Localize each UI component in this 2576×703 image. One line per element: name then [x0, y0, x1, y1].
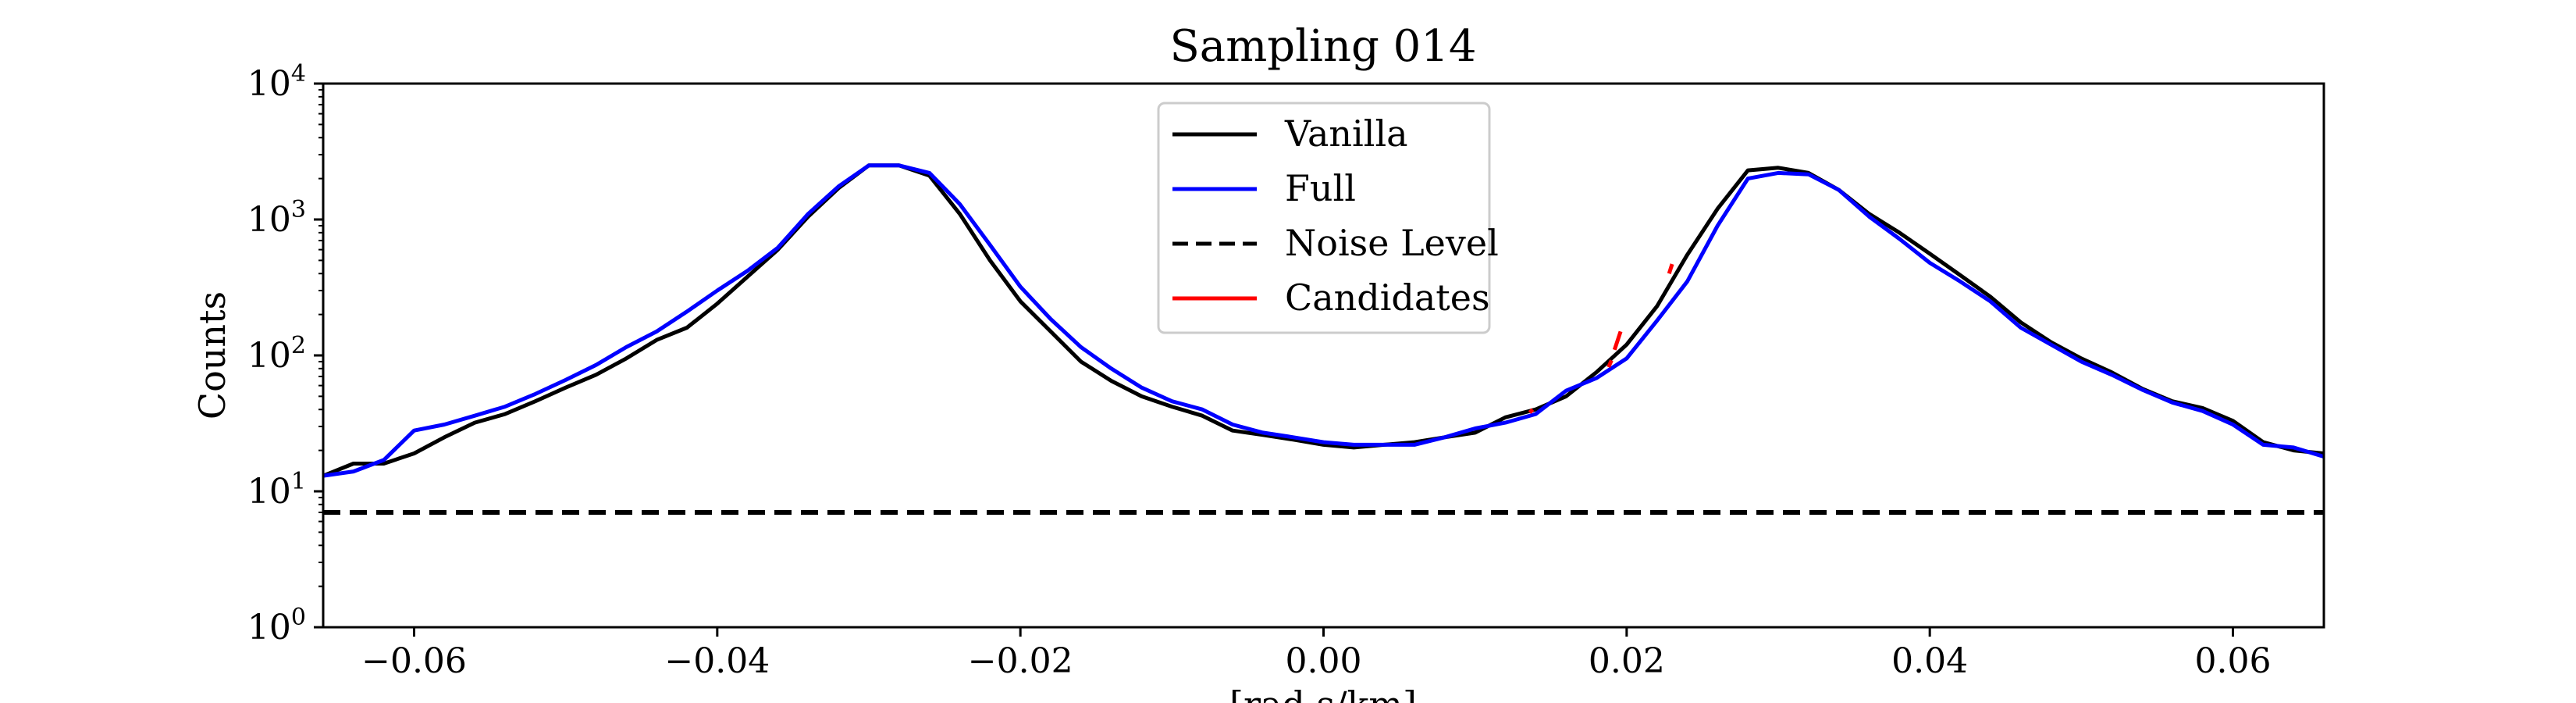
x-axis-label: [rad s/km]: [1229, 683, 1417, 703]
legend-label-vanilla: Vanilla: [1284, 112, 1408, 155]
series-candidates-segment: [1612, 330, 1623, 351]
x-tick-label: −0.06: [361, 641, 467, 681]
x-tick-label: 0.02: [1589, 641, 1665, 681]
plot-lines: [323, 163, 2324, 515]
x-tick-label: 0.06: [2195, 641, 2272, 681]
x-tick-label: −0.04: [664, 641, 770, 681]
y-tick-label: 104: [247, 60, 306, 104]
legend-label-candidates: Candidates: [1285, 277, 1490, 319]
series-candidates-segment: [1606, 359, 1614, 369]
axis-ticks: −0.06 −0.04 −0.02 0.00 0.02 0.04 0.06 100 101 102…: [247, 60, 2272, 681]
y-axis-label: Counts: [191, 291, 233, 419]
y-tick-label: 100: [247, 604, 306, 648]
legend: Vanilla Full Noise Level Candidates: [1157, 102, 1499, 334]
legend-box: [1157, 102, 1491, 334]
y-tick-label: 103: [247, 196, 306, 240]
x-tick-label: 0.04: [1891, 641, 1968, 681]
series-candidates-segment: [1528, 408, 1535, 414]
x-tick-label: −0.02: [968, 641, 1073, 681]
series-candidates-segment: [1667, 263, 1674, 275]
legend-label-noise-level: Noise Level: [1285, 222, 1499, 264]
legend-label-full: Full: [1285, 167, 1356, 209]
series-full-line: [323, 163, 2324, 478]
x-tick-label: 0.00: [1286, 641, 1362, 681]
y-tick-label: 101: [247, 468, 306, 512]
y-tick-label: 102: [247, 332, 306, 376]
series-vanilla-line: [323, 163, 2324, 478]
chart-title: Sampling 014: [1169, 21, 1476, 72]
